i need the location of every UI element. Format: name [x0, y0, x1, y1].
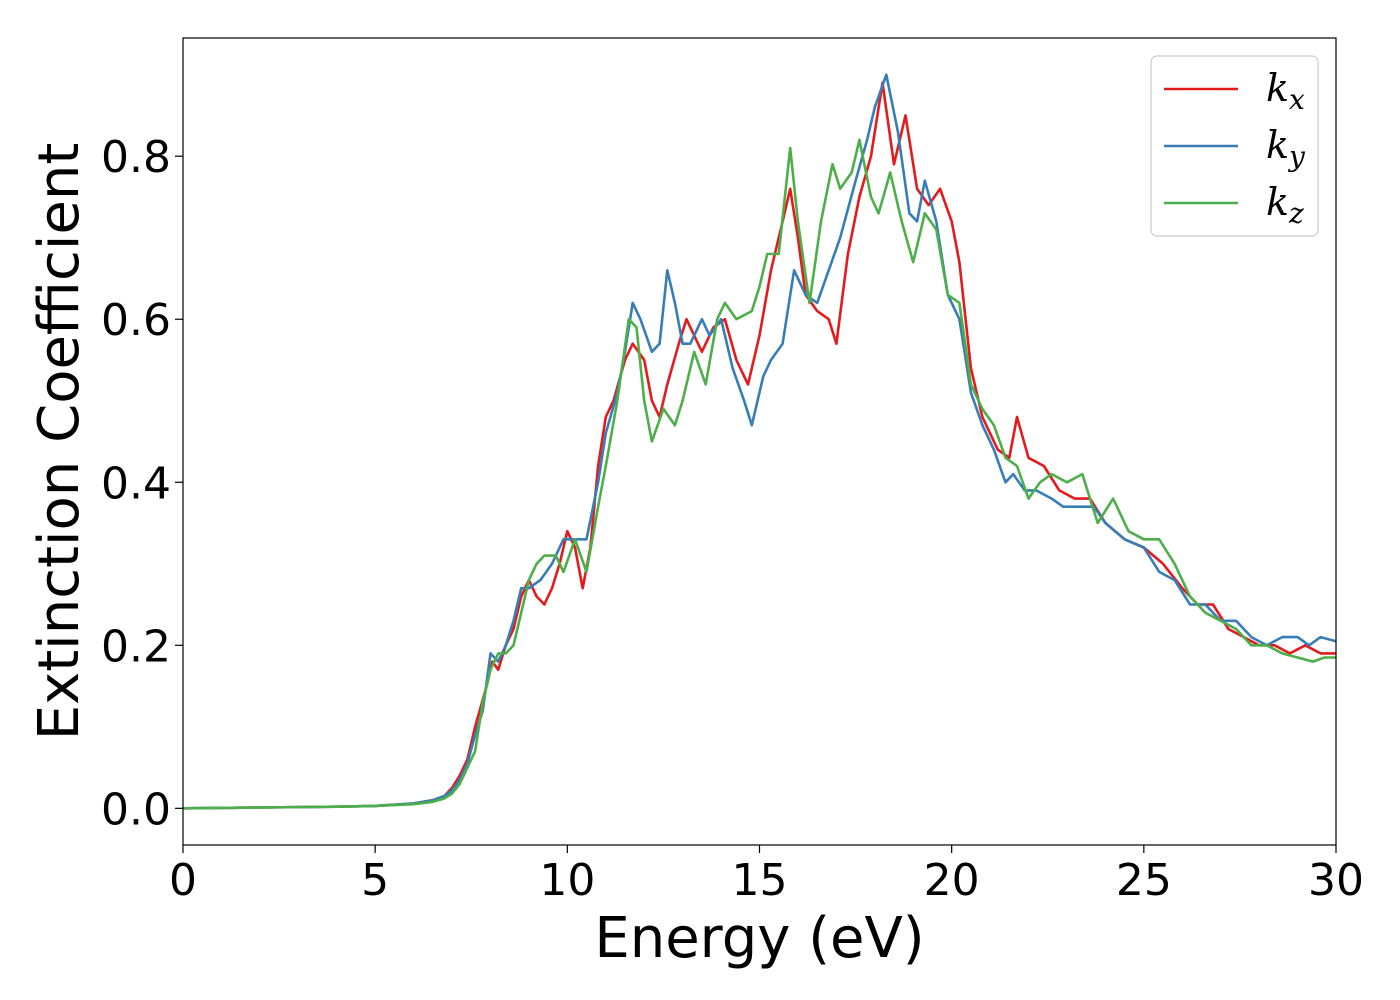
y-tick-label: 0.2 — [101, 621, 171, 672]
x-tick-label: 10 — [539, 855, 595, 906]
y-tick-label: 0.0 — [101, 784, 171, 835]
series-lines — [182, 73, 1337, 810]
series-line-ky — [182, 73, 1337, 810]
y-tick-label: 0.8 — [101, 132, 171, 183]
y-tick-label: 0.6 — [101, 295, 171, 346]
y-tick-label: 0.4 — [101, 458, 171, 509]
legend-label-kz: kz — [1266, 180, 1304, 230]
x-tick-label: 25 — [1116, 855, 1172, 906]
x-axis-label: Energy (eV) — [594, 906, 924, 971]
x-tick-label: 0 — [169, 855, 197, 906]
legend-label-ky: ky — [1266, 123, 1306, 173]
legend: kx ky kz — [1150, 55, 1319, 237]
x-tick-label: 20 — [924, 855, 980, 906]
legend-label-kx: kx — [1266, 66, 1305, 116]
x-tick-label: 30 — [1308, 855, 1364, 906]
x-tick-label: 5 — [361, 855, 389, 906]
series-line-kz — [182, 138, 1336, 810]
x-tick-label: 15 — [732, 855, 788, 906]
y-axis-label: Extinction Coefficient — [27, 143, 92, 741]
axis-ticks: 0 5 10 15 20 25 30 0.0 0.2 0.4 0.6 0.8 — [101, 132, 1364, 906]
